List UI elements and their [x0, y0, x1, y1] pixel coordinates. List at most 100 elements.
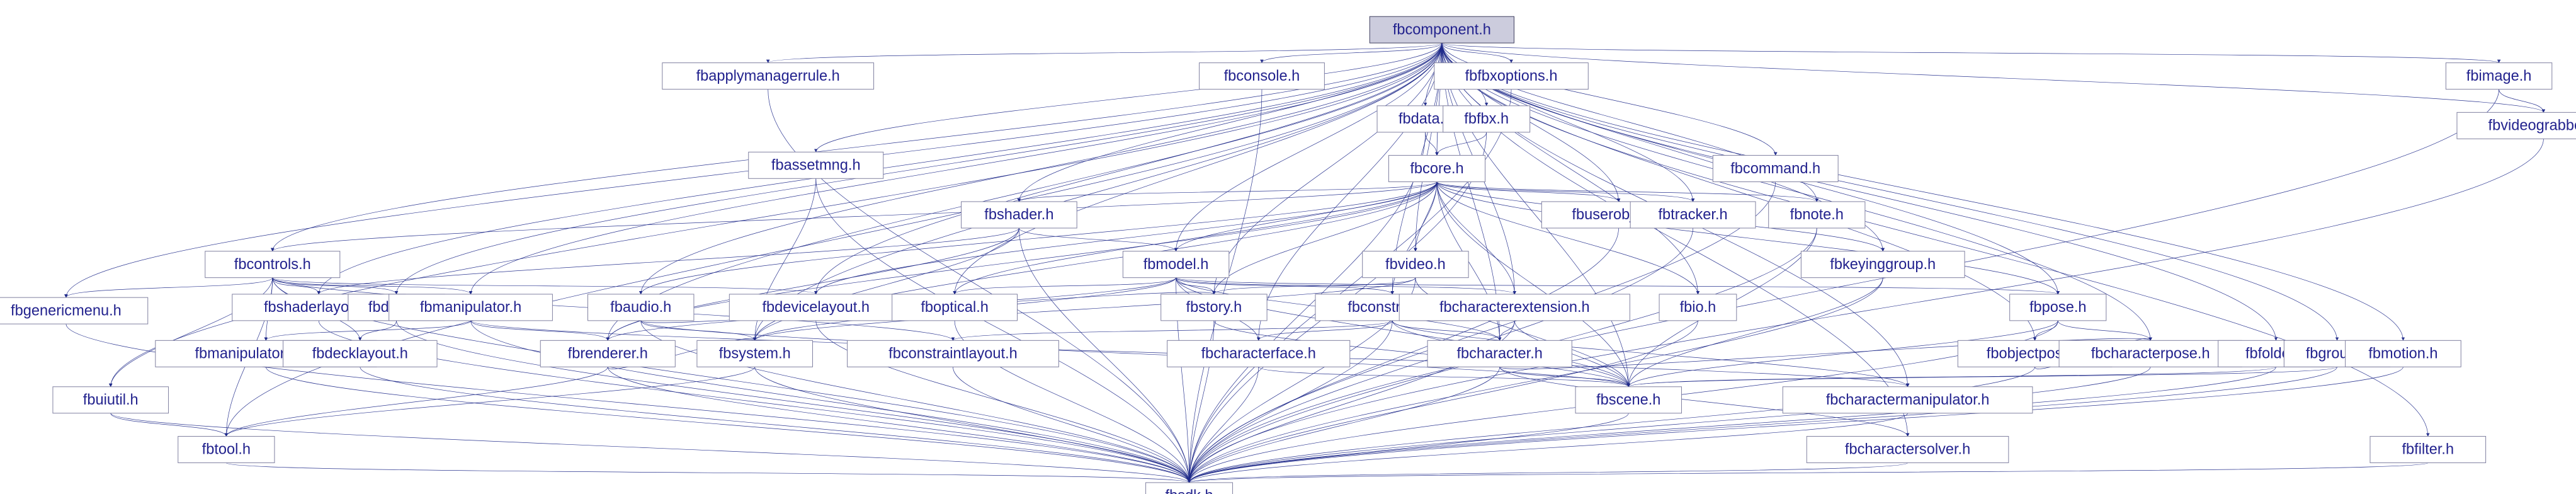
node-label: fbcharactersolver.h [1845, 442, 1970, 458]
node-fbrenderer[interactable]: fbrenderer.h [540, 340, 675, 367]
node-label: fbdevicelayout.h [763, 299, 870, 316]
edge [1189, 89, 1262, 483]
edge [1437, 182, 1619, 202]
node-fbstory[interactable]: fbstory.h [1161, 294, 1267, 321]
edge [1262, 43, 1442, 62]
node-fbvideograbber[interactable]: fbvideograbber.h [2457, 112, 2576, 139]
edge [1628, 367, 2337, 386]
node-label: fbcharacterpose.h [2091, 346, 2210, 362]
edge [266, 321, 470, 340]
edge [1019, 228, 1176, 251]
node-label: fbrenderer.h [568, 346, 648, 362]
edge [1628, 367, 2276, 386]
node-fbnote[interactable]: fbnote.h [1769, 202, 1865, 228]
node-fbscene[interactable]: fbscene.h [1575, 387, 1681, 413]
node-label: fbconstraintlayout.h [888, 346, 1018, 362]
node-fbapplymanagerrule[interactable]: fbapplymanagerrule.h [662, 63, 874, 89]
node-label: fbshader.h [984, 207, 1053, 223]
node-fbdevicelayout[interactable]: fbdevicelayout.h [729, 294, 902, 321]
node-fbpose[interactable]: fbpose.h [2010, 294, 2106, 321]
edge [1189, 413, 1908, 483]
edges-layer [66, 43, 2544, 483]
node-label: fbsystem.h [719, 346, 791, 362]
node-label: fbcore.h [1410, 161, 1463, 177]
edge [266, 367, 1189, 483]
node-label: fbimage.h [2466, 68, 2532, 84]
node-fbfbx[interactable]: fbfbx.h [1443, 106, 1530, 132]
node-label: fbcommand.h [1730, 161, 1820, 177]
node-fbcontrols[interactable]: fbcontrols.h [205, 251, 340, 278]
node-label: fbstory.h [1186, 299, 1242, 316]
node-fbcomponent[interactable]: fbcomponent.h [1370, 16, 1514, 43]
node-fbassetmng[interactable]: fbassetmng.h [749, 152, 883, 178]
node-fbio[interactable]: fbio.h [1659, 294, 1737, 321]
edge [1442, 43, 2544, 112]
node-fbcharactermanipulator[interactable]: fbcharactermanipulator.h [1783, 387, 2033, 413]
node-label: fbmodel.h [1143, 256, 1209, 273]
node-fboptical[interactable]: fboptical.h [892, 294, 1018, 321]
node-fbcharacter[interactable]: fbcharacter.h [1427, 340, 1572, 367]
node-label: fbcomponent.h [1393, 21, 1491, 38]
node-fbcommand[interactable]: fbcommand.h [1713, 156, 1838, 182]
node-fbuiutil[interactable]: fbuiutil.h [53, 387, 169, 413]
node-fbconsole[interactable]: fbconsole.h [1200, 63, 1325, 89]
edge [755, 367, 1189, 483]
node-label: fbscene.h [1596, 392, 1660, 408]
node-fbcore[interactable]: fbcore.h [1388, 156, 1485, 182]
node-fbsdk[interactable]: fbsdk.h [1146, 483, 1233, 494]
node-label: fbkeyinggroup.h [1830, 256, 1936, 273]
node-fbcharacterpose[interactable]: fbcharacterpose.h [2059, 340, 2242, 367]
edge [1392, 321, 1499, 340]
edge [608, 228, 1019, 340]
edge [226, 462, 1189, 482]
node-fbtracker[interactable]: fbtracker.h [1630, 202, 1756, 228]
node-label: fbcharacterface.h [1201, 346, 1316, 362]
edge [273, 278, 319, 294]
node-fbmanipulator[interactable]: fbmanipulator.h [389, 294, 553, 321]
node-fbcharacterextension[interactable]: fbcharacterextension.h [1399, 294, 1630, 321]
node-fbcharactersolver[interactable]: fbcharactersolver.h [1807, 436, 2009, 462]
node-label: fbmotion.h [2368, 346, 2437, 362]
node-label: fbcharacter.h [1456, 346, 1542, 362]
edge [2035, 321, 2058, 340]
node-label: fbcharacterextension.h [1439, 299, 1590, 316]
edge [111, 413, 227, 437]
node-fbshader[interactable]: fbshader.h [962, 202, 1077, 228]
edge [1189, 367, 1500, 483]
node-label: fbuiutil.h [83, 392, 139, 408]
node-fbsystem[interactable]: fbsystem.h [697, 340, 813, 367]
node-fbtool[interactable]: fbtool.h [178, 436, 275, 462]
node-label: fbfilter.h [2402, 442, 2454, 458]
node-fbmotion[interactable]: fbmotion.h [2346, 340, 2461, 367]
node-fbaudio[interactable]: fbaudio.h [588, 294, 694, 321]
edge [1500, 321, 1515, 340]
edge [1426, 132, 1437, 156]
node-label: fboptical.h [921, 299, 989, 316]
node-fbgenericmenu[interactable]: fbgenericmenu.h [0, 297, 148, 324]
edge [319, 228, 1019, 294]
node-label: fbvideograbber.h [2488, 118, 2576, 134]
node-label: fbsdk.h [1166, 488, 1213, 494]
node-fbfbxoptions[interactable]: fbfbxoptions.h [1434, 63, 1588, 89]
node-label: fbgenericmenu.h [11, 302, 122, 319]
edge [2058, 321, 2150, 340]
node-fbcharacterface[interactable]: fbcharacterface.h [1167, 340, 1350, 367]
node-label: fbdecklayout.h [312, 346, 408, 362]
edge [360, 367, 1189, 483]
edge [2499, 89, 2544, 113]
edge [1189, 367, 1259, 483]
node-fbkeyinggroup[interactable]: fbkeyinggroup.h [1801, 251, 1965, 278]
node-fbmodel[interactable]: fbmodel.h [1123, 251, 1228, 278]
node-fbvideo[interactable]: fbvideo.h [1363, 251, 1468, 278]
edge [1176, 278, 1515, 294]
node-label: fbmanipulator.h [420, 299, 521, 316]
node-label: fbconsole.h [1224, 68, 1300, 84]
edge [641, 182, 1437, 294]
node-fbimage[interactable]: fbimage.h [2446, 63, 2551, 89]
node-fbfilter[interactable]: fbfilter.h [2370, 436, 2486, 462]
node-fbdecklayout[interactable]: fbdecklayout.h [283, 340, 437, 367]
edge [1437, 182, 1693, 202]
edge [1189, 367, 2276, 483]
node-fbconstraintlayout[interactable]: fbconstraintlayout.h [848, 340, 1059, 367]
edge [111, 43, 1442, 387]
